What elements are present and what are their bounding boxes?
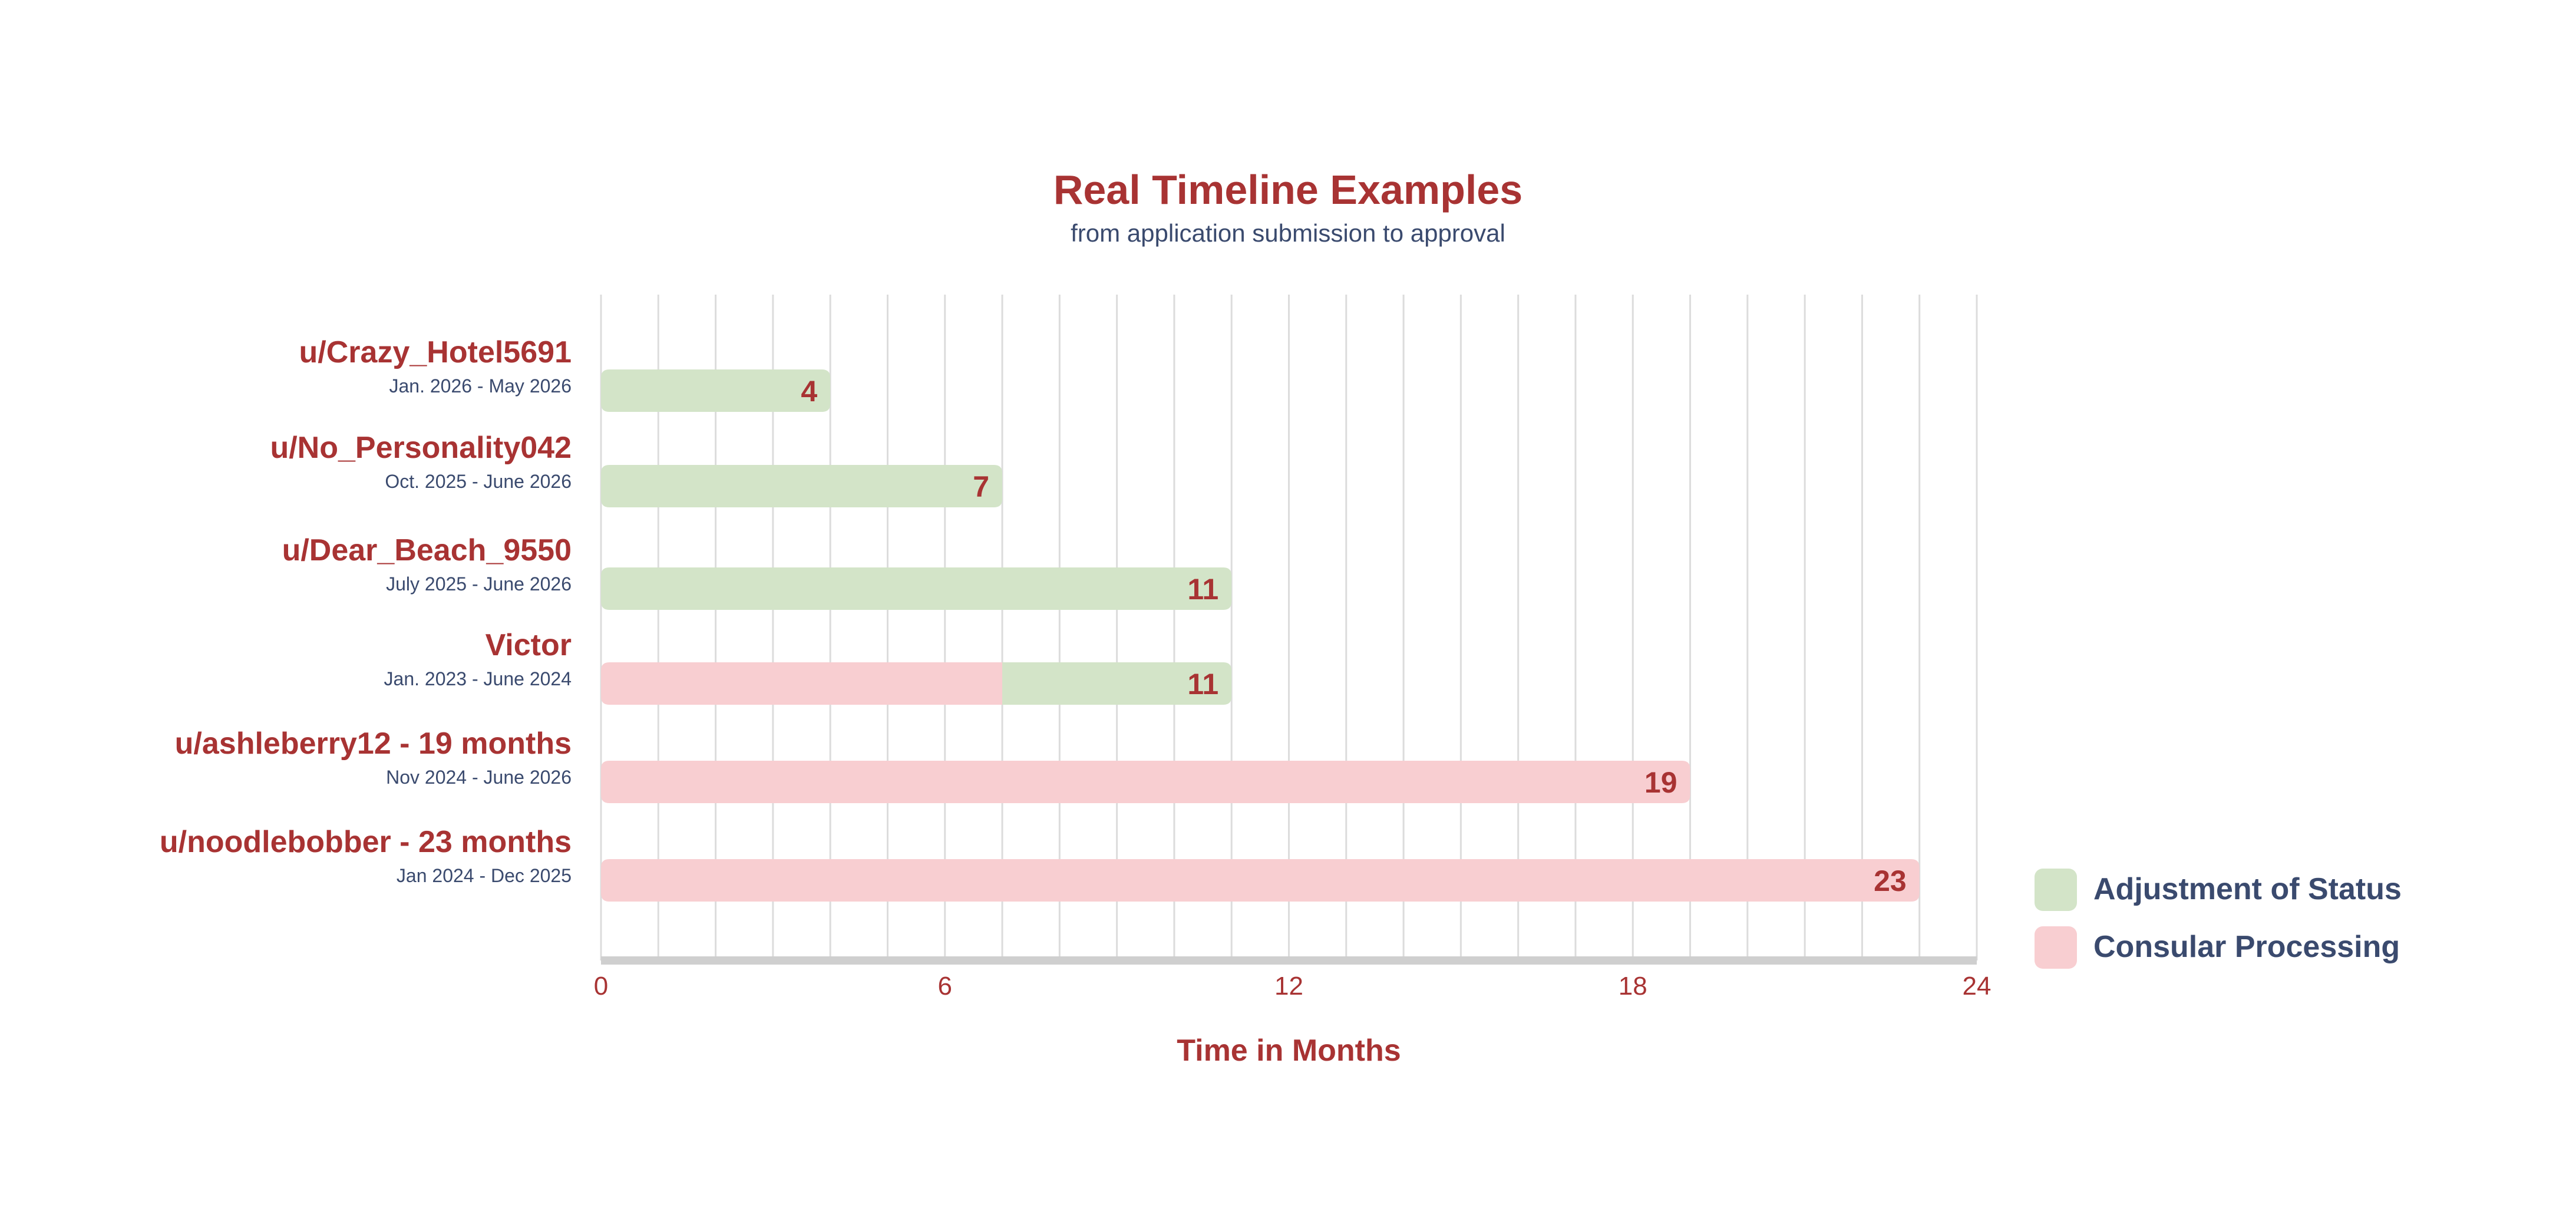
bar-value-label: 4 <box>801 375 817 408</box>
row-name-label: u/ashleberry12 - 19 months <box>174 727 572 761</box>
row-date-range: July 2025 - June 2026 <box>386 573 572 595</box>
row-date-range: Jan. 2026 - May 2026 <box>389 375 572 397</box>
bar-segment-consular-processing <box>601 761 1690 803</box>
row-name-label: u/noodlebobber - 23 months <box>159 825 572 859</box>
chart-title: Real Timeline Examples <box>1053 167 1523 213</box>
chart-subtitle: from application submission to approval <box>1071 219 1505 247</box>
bar-value-label: 11 <box>1187 668 1218 701</box>
bar-value-label: 19 <box>1644 766 1677 799</box>
bar-value-label: 11 <box>1187 573 1218 606</box>
bar-value-label: 7 <box>973 470 989 503</box>
row-name-label: u/No_Personality042 <box>270 431 572 465</box>
x-tick-label: 12 <box>1274 972 1303 1001</box>
row-date-range: Oct. 2025 - June 2026 <box>385 471 572 492</box>
bar-segment-consular-processing <box>601 859 1920 902</box>
x-axis-label: Time in Months <box>1177 1034 1401 1068</box>
bar-segment-adjustment-of-status <box>601 567 1232 610</box>
bar-segment-adjustment-of-status <box>601 369 831 412</box>
legend-label: Adjustment of Status <box>2093 872 2402 906</box>
legend-swatch-consular-processing <box>2035 926 2077 969</box>
row-name-label: u/Dear_Beach_9550 <box>282 533 572 567</box>
bar-value-label: 23 <box>1874 864 1907 897</box>
legend-swatch-adjustment-of-status <box>2035 869 2077 911</box>
row-name-label: Victor <box>485 628 572 662</box>
x-tick-label: 0 <box>594 972 608 1001</box>
row-date-range: Jan. 2023 - June 2024 <box>384 668 572 689</box>
x-tick-label: 6 <box>938 972 952 1001</box>
row-date-range: Jan 2024 - Dec 2025 <box>396 865 572 886</box>
row-date-range: Nov 2024 - June 2026 <box>386 767 572 788</box>
x-tick-label: 18 <box>1619 972 1647 1001</box>
bar-segment-consular-processing <box>601 662 1003 705</box>
bar-segment-adjustment-of-status <box>601 465 1003 507</box>
x-tick-label: 24 <box>1963 972 1992 1001</box>
legend-label: Consular Processing <box>2093 930 2400 964</box>
bar-segment-adjustment-of-status <box>1002 662 1232 705</box>
row-name-label: u/Crazy_Hotel5691 <box>299 335 572 369</box>
